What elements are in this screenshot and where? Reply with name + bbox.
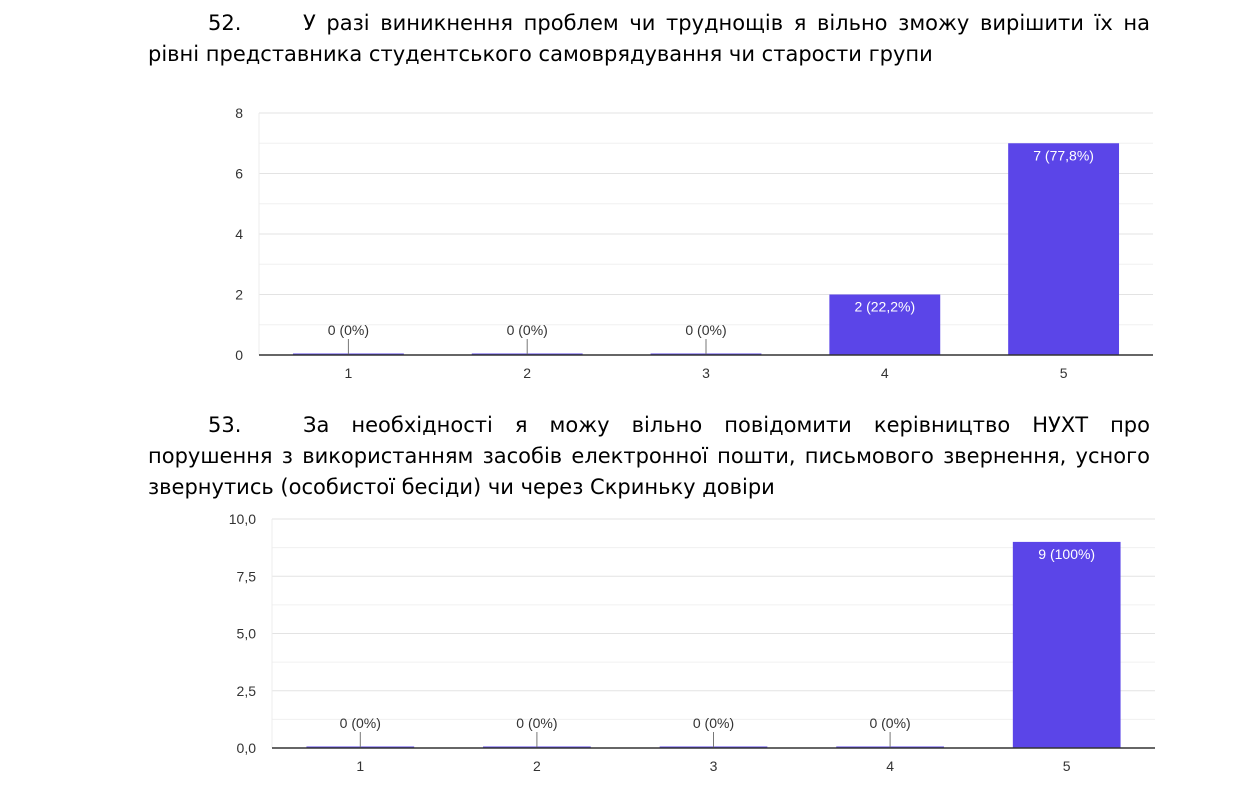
- data-label: 0 (0%): [516, 715, 557, 731]
- y-tick-label: 2,5: [237, 683, 257, 699]
- data-label: 0 (0%): [340, 715, 381, 731]
- y-tick-label: 2: [235, 287, 243, 303]
- data-label: 0 (0%): [869, 715, 910, 731]
- y-tick-label: 5,0: [237, 626, 257, 642]
- question-number: 52.: [208, 11, 242, 35]
- y-tick-label: 0: [235, 347, 243, 363]
- bar: [829, 294, 941, 355]
- x-tick-label: 5: [1060, 365, 1068, 381]
- y-tick-label: 0,0: [237, 740, 257, 756]
- x-tick-label: 4: [886, 758, 894, 774]
- x-tick-label: 1: [345, 365, 353, 381]
- x-tick-label: 2: [523, 365, 531, 381]
- chart-question-53: 0,0 2,5 5,0 7,5 10,0 0 (0%) 1 0 (0%) 2 0 (0%) 3 0 (…: [229, 511, 1155, 774]
- x-tick-label: 5: [1063, 758, 1071, 774]
- x-tick-label: 3: [710, 758, 718, 774]
- data-label: 7 (77,8%): [1033, 147, 1094, 163]
- question-number: 53.: [208, 413, 242, 437]
- y-tick-label: 6: [235, 166, 243, 182]
- question-text: У разі виникнення проблем чи труднощів я…: [148, 11, 1150, 66]
- data-label: 0 (0%): [685, 322, 726, 338]
- bar: [1008, 143, 1120, 355]
- y-tick-label: 4: [235, 226, 243, 242]
- data-label: 0 (0%): [328, 322, 369, 338]
- y-tick-label: 8: [235, 105, 243, 121]
- y-tick-label: 10,0: [229, 511, 256, 527]
- question-53: 53. За необхідності я можу вільно повідом…: [148, 410, 1150, 503]
- x-tick-label: 3: [702, 365, 710, 381]
- question-52: 52. У разі виникнення проблем чи труднощі…: [148, 8, 1150, 70]
- y-tick-label: 7,5: [237, 568, 257, 584]
- bar: [1012, 541, 1121, 748]
- data-label: 0 (0%): [507, 322, 548, 338]
- x-tick-label: 4: [881, 365, 889, 381]
- data-label: 0 (0%): [693, 715, 734, 731]
- x-tick-label: 2: [533, 758, 541, 774]
- question-text: За необхідності я можу вільно повідомити…: [148, 413, 1150, 499]
- chart-question-52: 0 2 4 6 8 0 (0%) 1 0 (0%) 2 0 (0%) 3 2 (22,2%) 4 7 (7…: [235, 105, 1153, 381]
- data-label: 9 (100%): [1038, 546, 1095, 562]
- data-label: 2 (22,2%): [854, 299, 915, 315]
- x-tick-label: 1: [356, 758, 364, 774]
